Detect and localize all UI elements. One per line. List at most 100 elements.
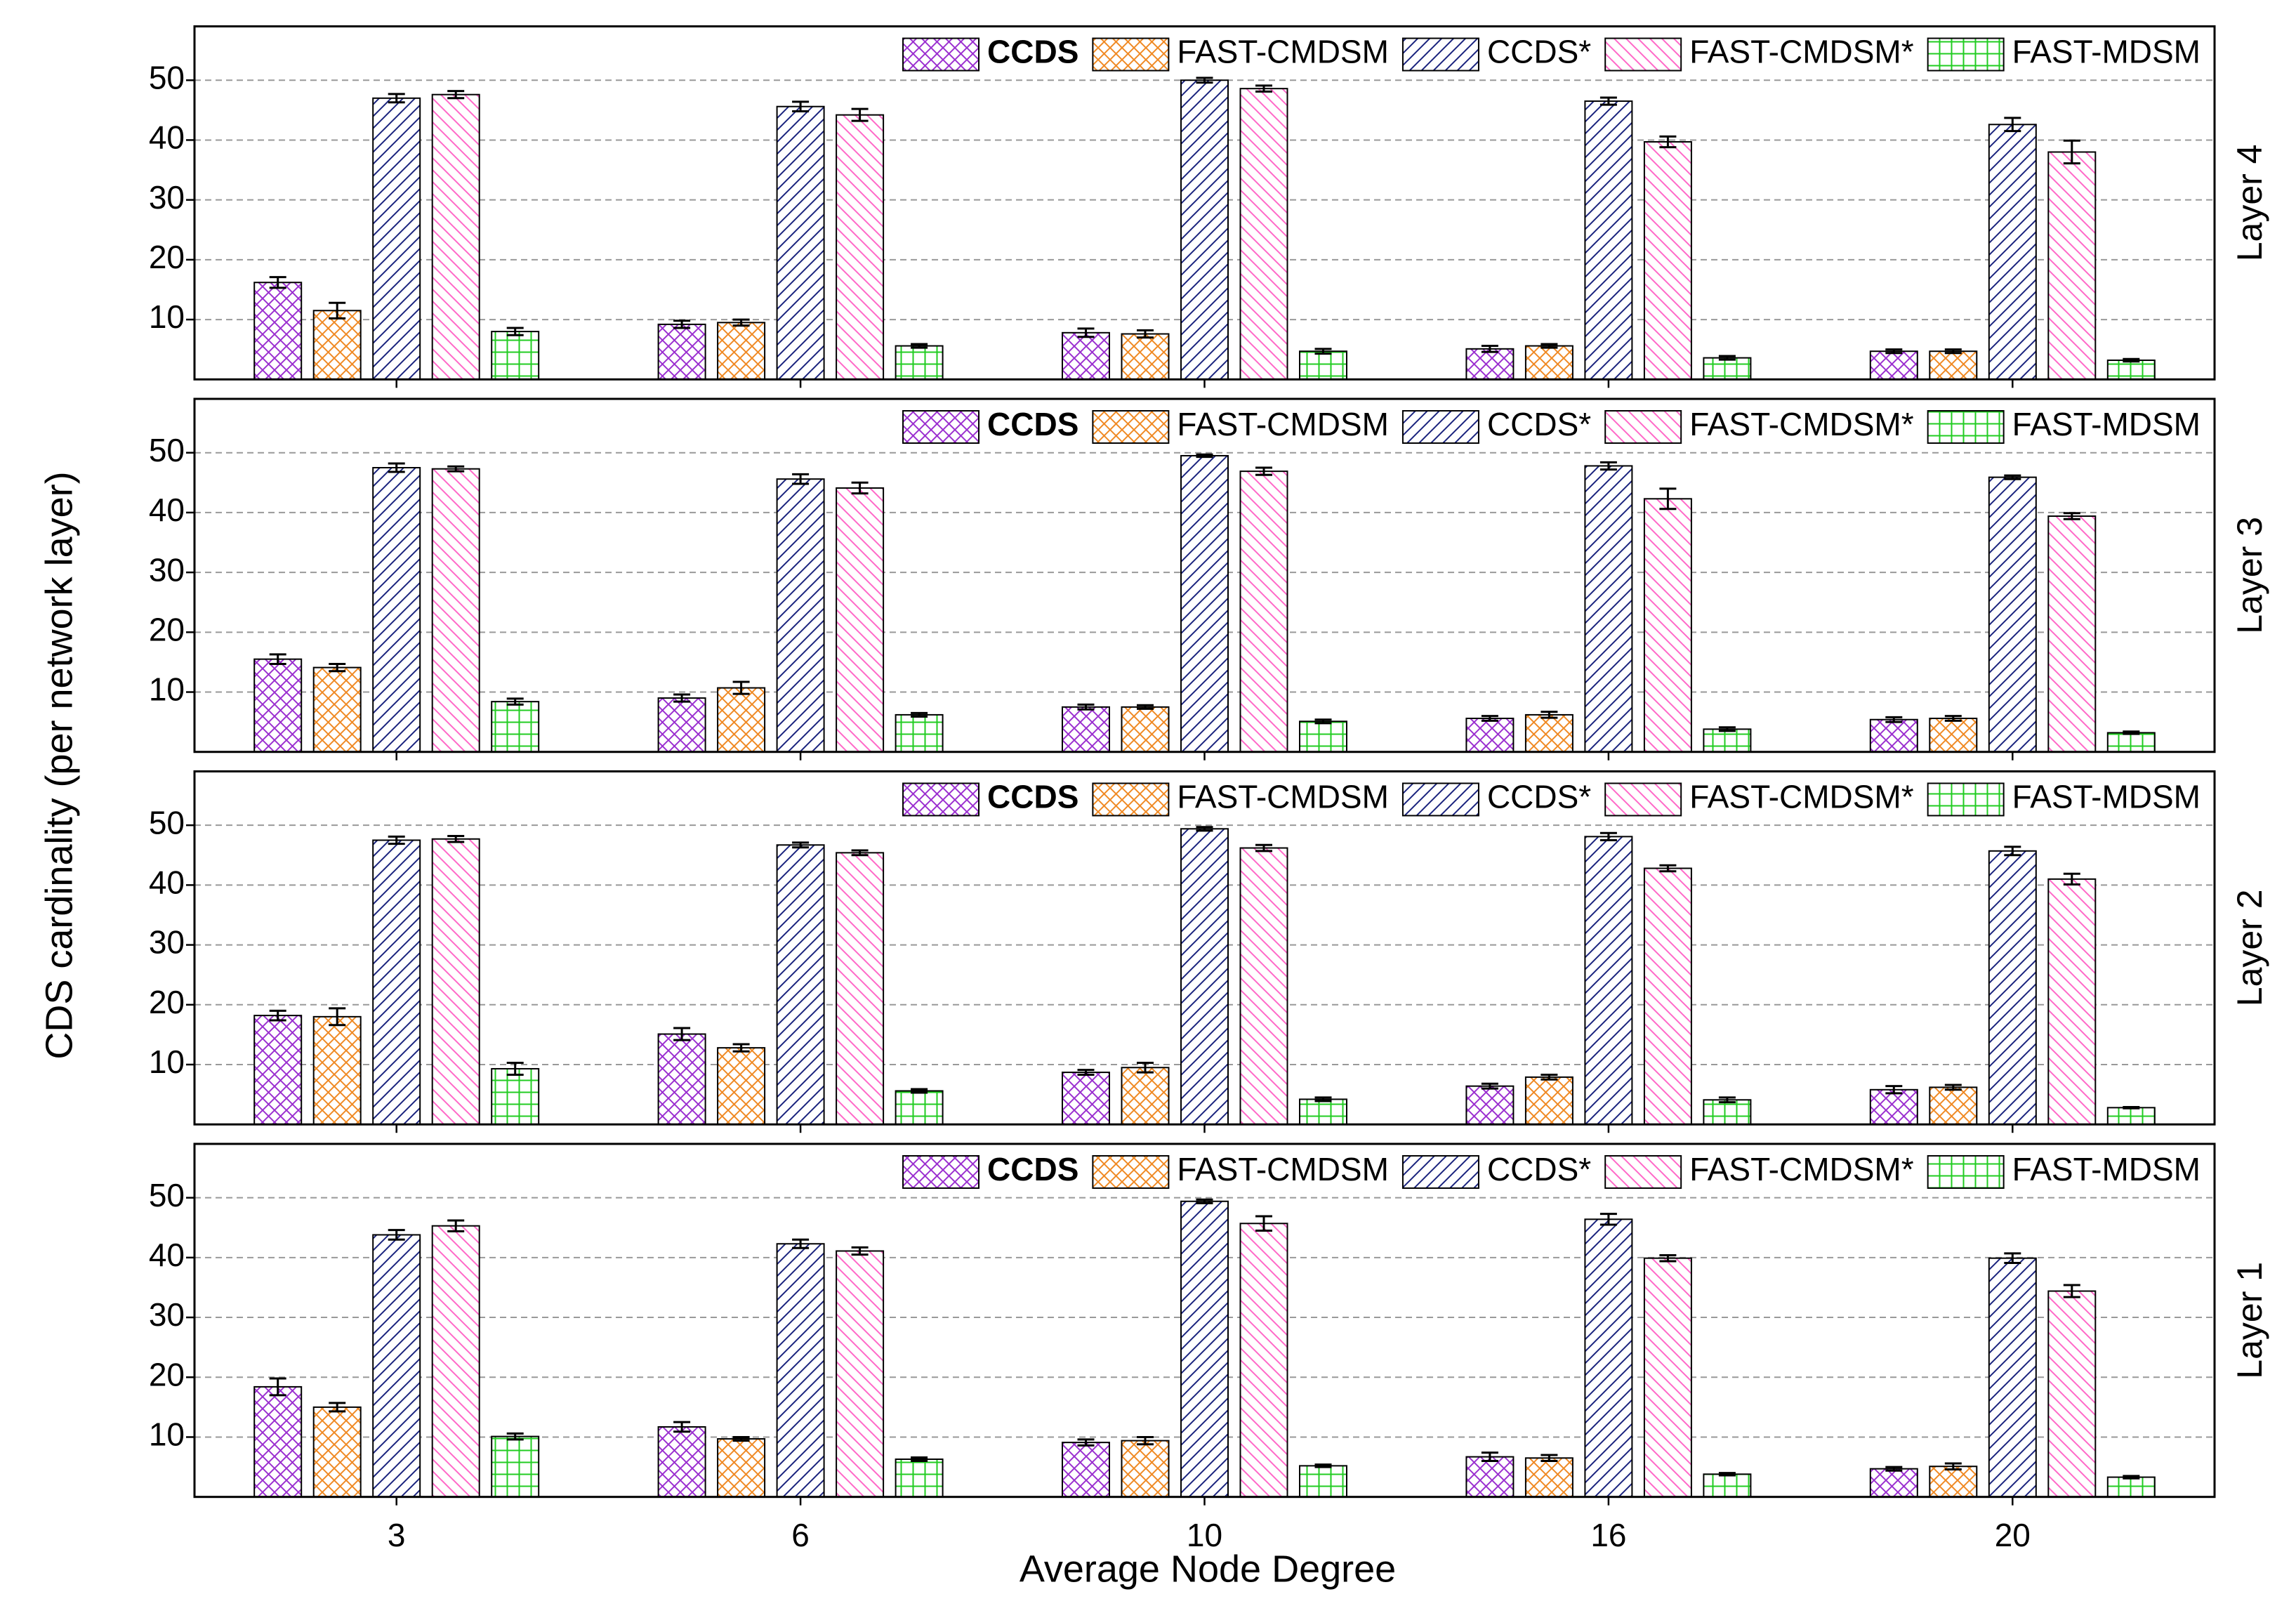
error-bar: [1885, 348, 1903, 355]
bar: [836, 114, 885, 380]
legend-swatch: [1401, 782, 1479, 817]
bar: [1121, 1067, 1170, 1125]
bar: [1239, 88, 1288, 380]
bar: [1988, 476, 2037, 752]
y-tick-label: 20: [149, 239, 185, 275]
error-bar: [269, 653, 286, 665]
error-bar: [1718, 726, 1736, 732]
bar: [2047, 151, 2097, 380]
error-bar: [851, 107, 869, 122]
error-bar: [1944, 1084, 1962, 1091]
error-bar: [1077, 327, 1095, 338]
error-bar: [1885, 1085, 1903, 1095]
error-bar: [1599, 831, 1617, 841]
error-bar: [1599, 461, 1617, 471]
error-bar: [792, 473, 810, 485]
error-bar: [673, 1421, 691, 1433]
bar: [1299, 720, 1347, 752]
error-bar: [1659, 1253, 1677, 1263]
error-bar: [1255, 466, 1272, 476]
bar: [253, 1015, 303, 1125]
error-bar: [1659, 135, 1677, 149]
bar: [717, 322, 766, 380]
legend-swatch: [1401, 410, 1479, 445]
error-bar: [1944, 348, 1962, 355]
error-bar: [1540, 343, 1558, 349]
y-axis-label: CDS cardinality (per network layer): [38, 471, 80, 1059]
bars: [253, 1198, 2156, 1497]
bars: [253, 77, 2156, 380]
legend-label: FAST-CMDSM*: [1689, 1151, 1914, 1187]
bar: [895, 1459, 944, 1497]
error-bar: [1540, 1454, 1558, 1463]
legend: CCDS FAST-CMDSM CCDS* FAST-CMDSM* FAST-MDSM: [902, 779, 2201, 817]
bar: [1299, 1465, 1347, 1497]
bar: [2106, 1476, 2156, 1497]
error-bar: [1599, 96, 1617, 106]
bar: [895, 1090, 944, 1125]
bar: [431, 1225, 480, 1497]
legend-swatch: [1092, 410, 1170, 445]
bar: [431, 838, 480, 1125]
legend: CCDS FAST-CMDSM CCDS* FAST-CMDSM* FAST-MDSM: [902, 34, 2201, 72]
bar: [1584, 1218, 1633, 1497]
error-bar: [1885, 716, 1903, 723]
legend: CCDS FAST-CMDSM CCDS* FAST-CMDSM* FAST-MDSM: [902, 1151, 2201, 1189]
error-bar: [2123, 730, 2140, 735]
bar: [1180, 454, 1229, 752]
legend-label: CCDS: [987, 406, 1078, 442]
y-tick-label: 20: [149, 1356, 185, 1393]
legend-label: FAST-MDSM: [2012, 34, 2201, 70]
error-bar: [911, 711, 928, 718]
legend-label: FAST-CMDSM: [1177, 1151, 1389, 1187]
bars: [253, 826, 2156, 1125]
bar: [2106, 1107, 2156, 1125]
bar: [1643, 140, 1692, 380]
error-bar: [2004, 474, 2021, 480]
error-bar: [447, 1219, 465, 1232]
y-tick-label: 30: [149, 924, 185, 961]
bar: [1643, 867, 1692, 1125]
y-tick-label: 40: [149, 1237, 185, 1273]
error-bar: [1540, 1073, 1558, 1081]
error-bar: [1077, 703, 1095, 711]
error-bar: [269, 276, 286, 289]
bar: [1239, 1223, 1288, 1497]
error-bar: [1481, 715, 1498, 722]
bar: [431, 93, 480, 380]
bar: [657, 323, 706, 380]
error-bar: [1659, 487, 1677, 511]
legend-label: FAST-CMDSM*: [1689, 406, 1914, 442]
bar: [1180, 79, 1229, 380]
bar: [1584, 465, 1633, 752]
bar: [2047, 1290, 2097, 1497]
legend-swatch: [902, 1154, 980, 1189]
bar: [1643, 1257, 1692, 1497]
error-bar: [2063, 139, 2080, 165]
bar: [1524, 713, 1573, 752]
panel-title: Layer 2: [2230, 889, 2269, 1006]
y-tick-label: 20: [149, 611, 185, 647]
legend-swatch: [1604, 37, 1682, 72]
x-tick-label: 10: [1187, 1517, 1222, 1553]
legend-label: FAST-CMDSM: [1177, 34, 1389, 70]
bar: [1180, 828, 1229, 1125]
error-bar: [1481, 1082, 1498, 1090]
error-bar: [2004, 117, 2021, 133]
bar: [1703, 1099, 1752, 1125]
x-axis-label: Average Node Degree: [1020, 1548, 1396, 1590]
bar: [491, 701, 540, 752]
error-bar: [732, 1435, 750, 1442]
legend-swatch: [1927, 782, 2005, 817]
error-bar: [1718, 355, 1736, 361]
legend-label: CCDS*: [1487, 779, 1591, 815]
error-bar: [673, 693, 691, 703]
error-bar: [1944, 1462, 1962, 1470]
error-bar: [1255, 1215, 1272, 1232]
error-bar: [269, 1377, 286, 1397]
legend-label: CCDS*: [1487, 1151, 1591, 1187]
error-bar: [1137, 1061, 1154, 1074]
bar: [491, 1067, 540, 1125]
y-tick-label: 10: [149, 1416, 185, 1453]
